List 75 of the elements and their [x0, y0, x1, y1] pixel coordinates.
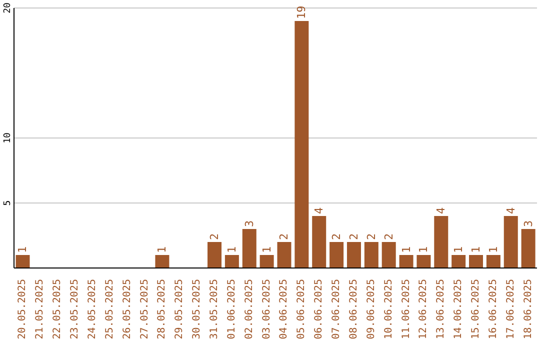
bar — [260, 255, 274, 268]
bar — [16, 255, 30, 268]
data-label: 3 — [242, 220, 256, 227]
x-tick-label: 11.06.2025 — [400, 279, 412, 340]
data-label: 19 — [295, 6, 308, 19]
x-tick-label: 02.06.2025 — [244, 279, 255, 340]
x-tick-label: 04.06.2025 — [278, 279, 290, 340]
data-label: 1 — [417, 246, 430, 253]
x-tick-label: 08.06.2025 — [348, 279, 360, 340]
x-tick-label: 27.05.2025 — [139, 279, 150, 340]
data-label: 2 — [278, 233, 291, 240]
x-tick-label: 16.06.2025 — [488, 279, 499, 340]
bar — [486, 255, 500, 268]
bar — [155, 255, 170, 268]
x-tick-label: 14.06.2025 — [453, 279, 464, 340]
bar — [469, 255, 484, 268]
x-tick-label: 21.05.2025 — [34, 279, 46, 340]
x-tick-label: 22.05.2025 — [52, 279, 64, 340]
data-label: 2 — [330, 233, 344, 240]
x-tick-label: 07.06.2025 — [331, 279, 342, 340]
data-label: 2 — [347, 233, 360, 240]
y-tick-label: 20 — [3, 2, 13, 14]
bar — [434, 216, 448, 268]
bar — [277, 242, 292, 268]
x-tick-label: 29.05.2025 — [174, 279, 186, 340]
bar — [312, 216, 326, 268]
bar — [416, 255, 431, 268]
y-tick-label: 5 — [3, 200, 13, 206]
x-tick-label: 12.06.2025 — [418, 279, 430, 340]
data-label: 2 — [382, 233, 396, 240]
bar — [382, 242, 396, 268]
x-tick-label: 31.05.2025 — [208, 279, 220, 340]
data-label: 4 — [434, 207, 448, 214]
bar — [346, 242, 361, 268]
x-tick-label: 17.06.2025 — [505, 279, 516, 340]
data-label: 2 — [208, 233, 222, 240]
bar — [364, 242, 378, 268]
data-label: 3 — [522, 220, 535, 227]
x-tick-label: 25.05.2025 — [104, 279, 116, 340]
bar — [330, 242, 344, 268]
x-tick-label: 26.05.2025 — [122, 279, 133, 340]
data-label: 1 — [470, 246, 483, 253]
bar — [294, 21, 309, 268]
bar — [208, 242, 222, 268]
y-tick-label: 10 — [3, 132, 13, 144]
x-tick-label: 15.06.2025 — [470, 279, 482, 340]
data-label: 4 — [312, 207, 326, 214]
bar — [452, 255, 466, 268]
bar — [224, 255, 239, 268]
data-label: 1 — [156, 246, 169, 253]
x-tick-label: 23.05.2025 — [70, 279, 81, 340]
x-tick-label: 20.05.2025 — [17, 279, 28, 340]
x-tick-label: 10.06.2025 — [383, 279, 394, 340]
x-tick-label: 13.06.2025 — [436, 279, 447, 340]
x-tick-label: 09.06.2025 — [366, 279, 377, 340]
x-tick-label: 05.06.2025 — [296, 279, 308, 340]
x-tick-label: 28.05.2025 — [156, 279, 168, 340]
data-label: 4 — [504, 207, 518, 214]
data-label: 2 — [364, 233, 378, 240]
x-tick-label: 18.06.2025 — [522, 279, 534, 340]
x-tick-label: 24.05.2025 — [86, 279, 98, 340]
data-label: 1 — [452, 246, 466, 253]
data-label: 1 — [400, 246, 413, 253]
bar — [521, 229, 536, 268]
x-tick-label: 03.06.2025 — [261, 279, 272, 340]
x-tick-label: 01.06.2025 — [226, 279, 238, 340]
x-tick-label: 06.06.2025 — [314, 279, 325, 340]
bar — [504, 216, 518, 268]
x-tick-label: 30.05.2025 — [192, 279, 203, 340]
data-label: 1 — [486, 246, 500, 253]
data-label: 1 — [225, 246, 238, 253]
data-label: 1 — [16, 246, 30, 253]
bar — [242, 229, 256, 268]
bar — [399, 255, 414, 268]
data-label: 1 — [260, 246, 274, 253]
